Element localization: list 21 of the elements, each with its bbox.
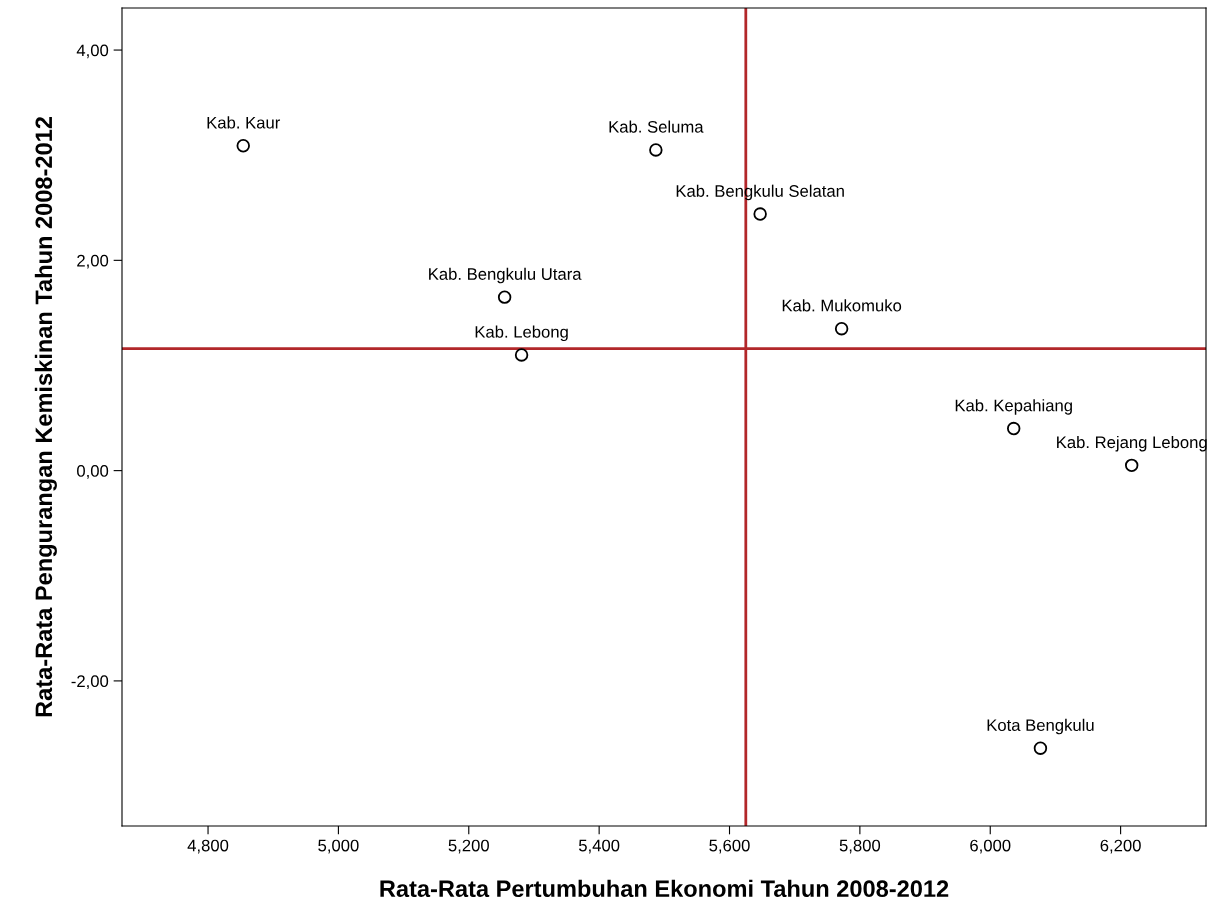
- annotation: Kota Bengkulu: [987, 718, 1094, 735]
- annotation: Kab. Mukomuko: [782, 299, 902, 312]
- y-tick-label: 0,00: [77, 465, 109, 479]
- x-tick-label: 4,800: [187, 839, 229, 854]
- x-tick-label: 5,400: [578, 839, 620, 854]
- y-tick-label: 2,00: [77, 254, 109, 269]
- annotation: Kab. Kaur: [207, 116, 281, 129]
- annotation: Kab. Kepahiang: [955, 399, 1072, 415]
- y-tick-label: 4,00: [76, 44, 109, 59]
- x-tick-label: 5,600: [709, 839, 750, 854]
- annotation: Kab. Seluma: [609, 120, 704, 133]
- x-tick-label: 6,000: [970, 839, 1011, 854]
- x-tick-label: 5,800: [839, 839, 881, 854]
- y-axis-title: Rata-Rata Pengurangan Kemiskinan Tahun 2008-2012: [34, 117, 57, 717]
- x-tick-label: 6,200: [1100, 839, 1141, 854]
- x-tick-label: 5,000: [318, 839, 359, 854]
- x-axis-title: Rata-Rata Pertumbuhan Ekonomi Tahun 2008-2012: [380, 879, 949, 898]
- annotation: Kab. Lebong: [475, 325, 568, 342]
- x-tick-label: 5,200: [448, 839, 489, 854]
- annotation: Kab. Bengkulu Utara: [429, 267, 582, 284]
- y-tick-label: -2,00: [71, 675, 109, 690]
